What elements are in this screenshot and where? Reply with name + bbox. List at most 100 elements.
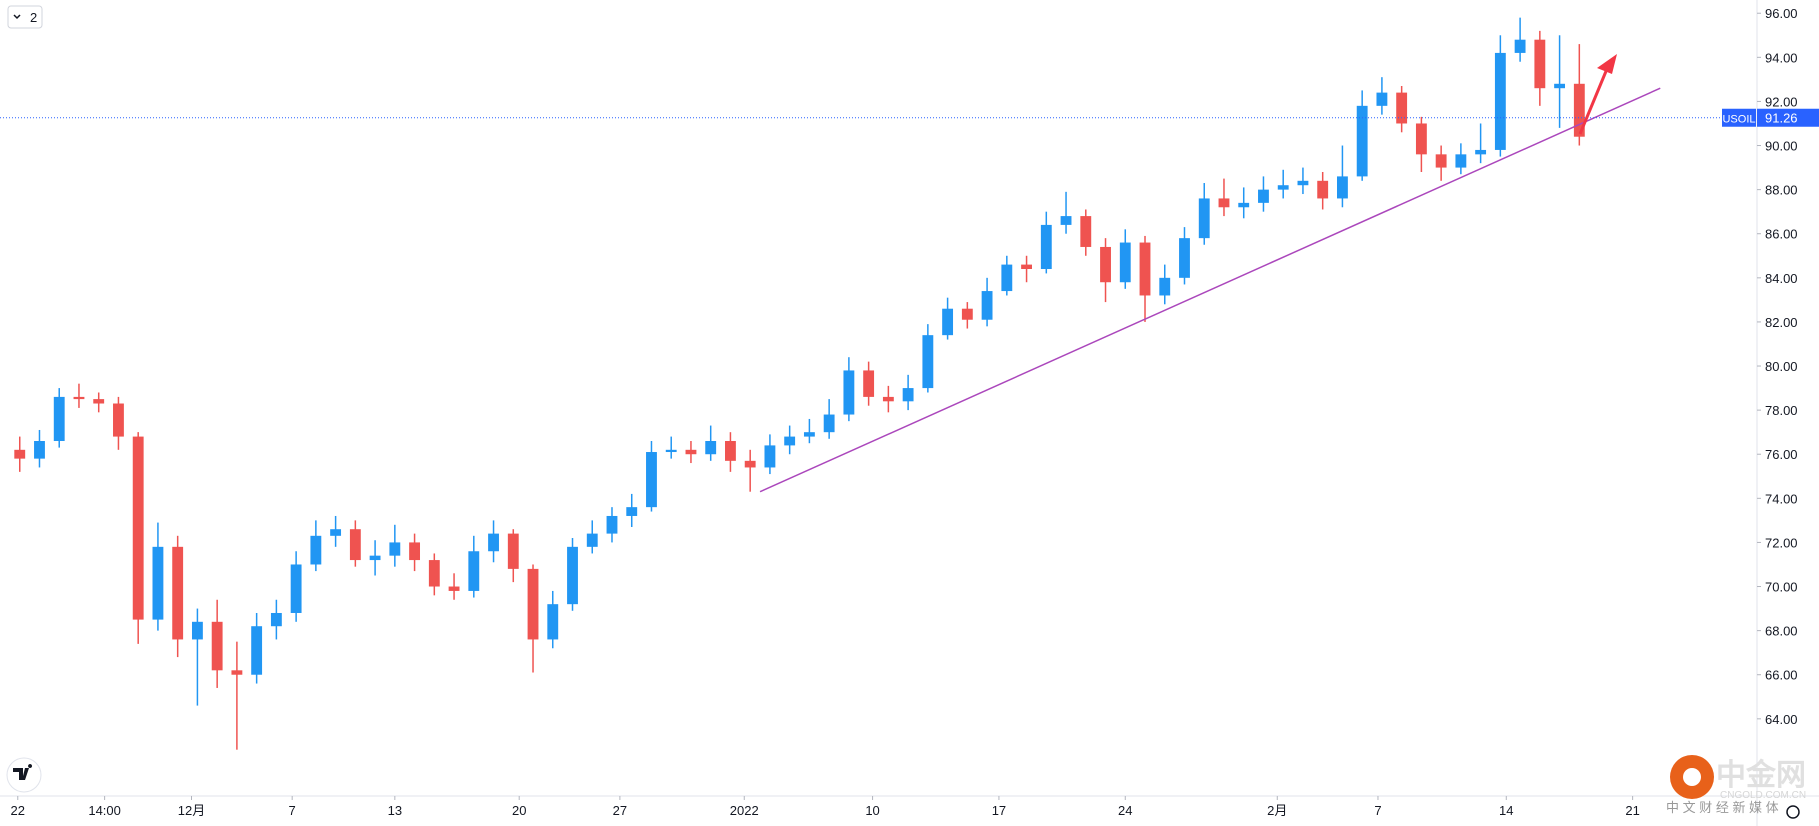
y-tick-label: 96.00 xyxy=(1765,6,1798,21)
candle-body xyxy=(961,308,973,320)
candle-body xyxy=(764,445,776,468)
x-tick-label: 7 xyxy=(1374,803,1381,818)
candle-body xyxy=(863,370,875,397)
candle-body xyxy=(1297,180,1309,186)
last-price-label: 91.26 xyxy=(1765,111,1798,126)
logo-mark xyxy=(13,764,33,780)
candle-body xyxy=(981,291,993,320)
candle-body xyxy=(14,449,26,459)
candle-body xyxy=(823,414,835,433)
candle-body xyxy=(73,396,85,400)
candle-body xyxy=(1179,238,1190,278)
candle-body xyxy=(507,533,519,569)
y-tick-label: 80.00 xyxy=(1765,359,1798,374)
candle-body xyxy=(1336,176,1348,199)
candle-body xyxy=(1573,83,1585,137)
x-tick-label: 13 xyxy=(388,803,402,818)
candle-body xyxy=(1021,264,1032,270)
x-tick-label: 7 xyxy=(289,803,296,818)
x-tick-label: 12月 xyxy=(178,803,205,818)
candle-body xyxy=(1238,202,1250,208)
y-tick-label: 64.00 xyxy=(1765,712,1798,727)
candle-body xyxy=(1100,246,1111,283)
candle-body xyxy=(784,436,796,446)
y-tick-label: 88.00 xyxy=(1765,183,1798,198)
interval-button[interactable] xyxy=(7,5,43,29)
candle-body xyxy=(705,440,717,455)
watermark-title: 中金网 xyxy=(1716,758,1806,792)
y-tick-label: 74.00 xyxy=(1765,491,1798,506)
candle-body xyxy=(132,436,144,620)
candle-body xyxy=(527,568,539,640)
candle-body xyxy=(1198,198,1210,239)
candle-body xyxy=(113,403,124,437)
candle-body xyxy=(1396,92,1408,124)
candle-body xyxy=(1455,154,1467,168)
candle-body xyxy=(1554,83,1566,89)
x-tick-label: 22 xyxy=(11,803,25,818)
y-tick-label: 84.00 xyxy=(1765,271,1798,286)
candle-body xyxy=(1040,224,1052,270)
candle-body xyxy=(172,546,184,640)
y-tick-label: 76.00 xyxy=(1765,447,1798,462)
candle-body xyxy=(1218,198,1230,208)
candle-body xyxy=(53,396,65,441)
candle-body xyxy=(468,551,480,591)
x-tick-label: 10 xyxy=(865,803,879,818)
candle-body xyxy=(922,335,934,389)
candle-body xyxy=(1514,39,1526,53)
candle-body xyxy=(843,370,855,415)
x-tick-label: 2月 xyxy=(1267,803,1287,818)
candle-body xyxy=(626,507,638,516)
candle-body xyxy=(1317,180,1329,199)
candle-body xyxy=(389,542,401,556)
candle-body xyxy=(93,399,105,404)
candle-body xyxy=(665,449,677,453)
y-tick-label: 90.00 xyxy=(1765,139,1798,154)
candle-body xyxy=(448,586,460,591)
settings-icon[interactable] xyxy=(1786,805,1800,819)
y-tick-label: 92.00 xyxy=(1765,94,1798,109)
y-tick-label: 86.00 xyxy=(1765,227,1798,242)
candle-body xyxy=(1277,185,1289,190)
trendline xyxy=(759,87,1661,493)
candle-body xyxy=(34,440,45,459)
candle-body xyxy=(942,308,954,336)
y-tick-label: 66.00 xyxy=(1765,668,1798,683)
candle-body xyxy=(211,621,223,671)
candle-body xyxy=(1001,264,1013,292)
y-tick-label: 68.00 xyxy=(1765,624,1798,639)
candle-body xyxy=(1534,39,1546,89)
candle-body xyxy=(1376,92,1388,106)
candle-body xyxy=(369,555,381,561)
candle-body xyxy=(547,604,559,640)
candle-body xyxy=(1060,216,1072,225)
x-tick-label: 14:00 xyxy=(88,803,121,818)
x-tick-label: 2022 xyxy=(730,803,759,818)
y-tick-label: 70.00 xyxy=(1765,580,1798,595)
candle-body xyxy=(330,529,342,536)
candle-body xyxy=(1159,277,1171,296)
interval-label[interactable]: 2 xyxy=(30,10,37,25)
candle-body xyxy=(685,449,697,455)
watermark-tagline: 中 文 财 经 新 媒 体 xyxy=(1666,800,1779,815)
candle-body xyxy=(1356,105,1368,177)
candle-body xyxy=(1258,189,1269,203)
candle-body xyxy=(606,515,618,534)
candle-body xyxy=(1475,149,1487,155)
arrow-head xyxy=(1597,54,1617,74)
candle-body xyxy=(902,388,914,402)
candle-body xyxy=(290,564,302,613)
candle-body xyxy=(646,452,657,508)
x-tick-label: 17 xyxy=(992,803,1006,818)
candle-body xyxy=(1119,242,1131,283)
candle-body xyxy=(1080,216,1092,247)
candle-body xyxy=(488,533,499,552)
x-tick-label: 27 xyxy=(613,803,627,818)
last-price-box xyxy=(1757,108,1819,127)
candle-body xyxy=(231,670,243,675)
candle-body xyxy=(882,396,894,402)
arrow-shaft xyxy=(1578,63,1611,135)
candle-body xyxy=(349,529,361,561)
